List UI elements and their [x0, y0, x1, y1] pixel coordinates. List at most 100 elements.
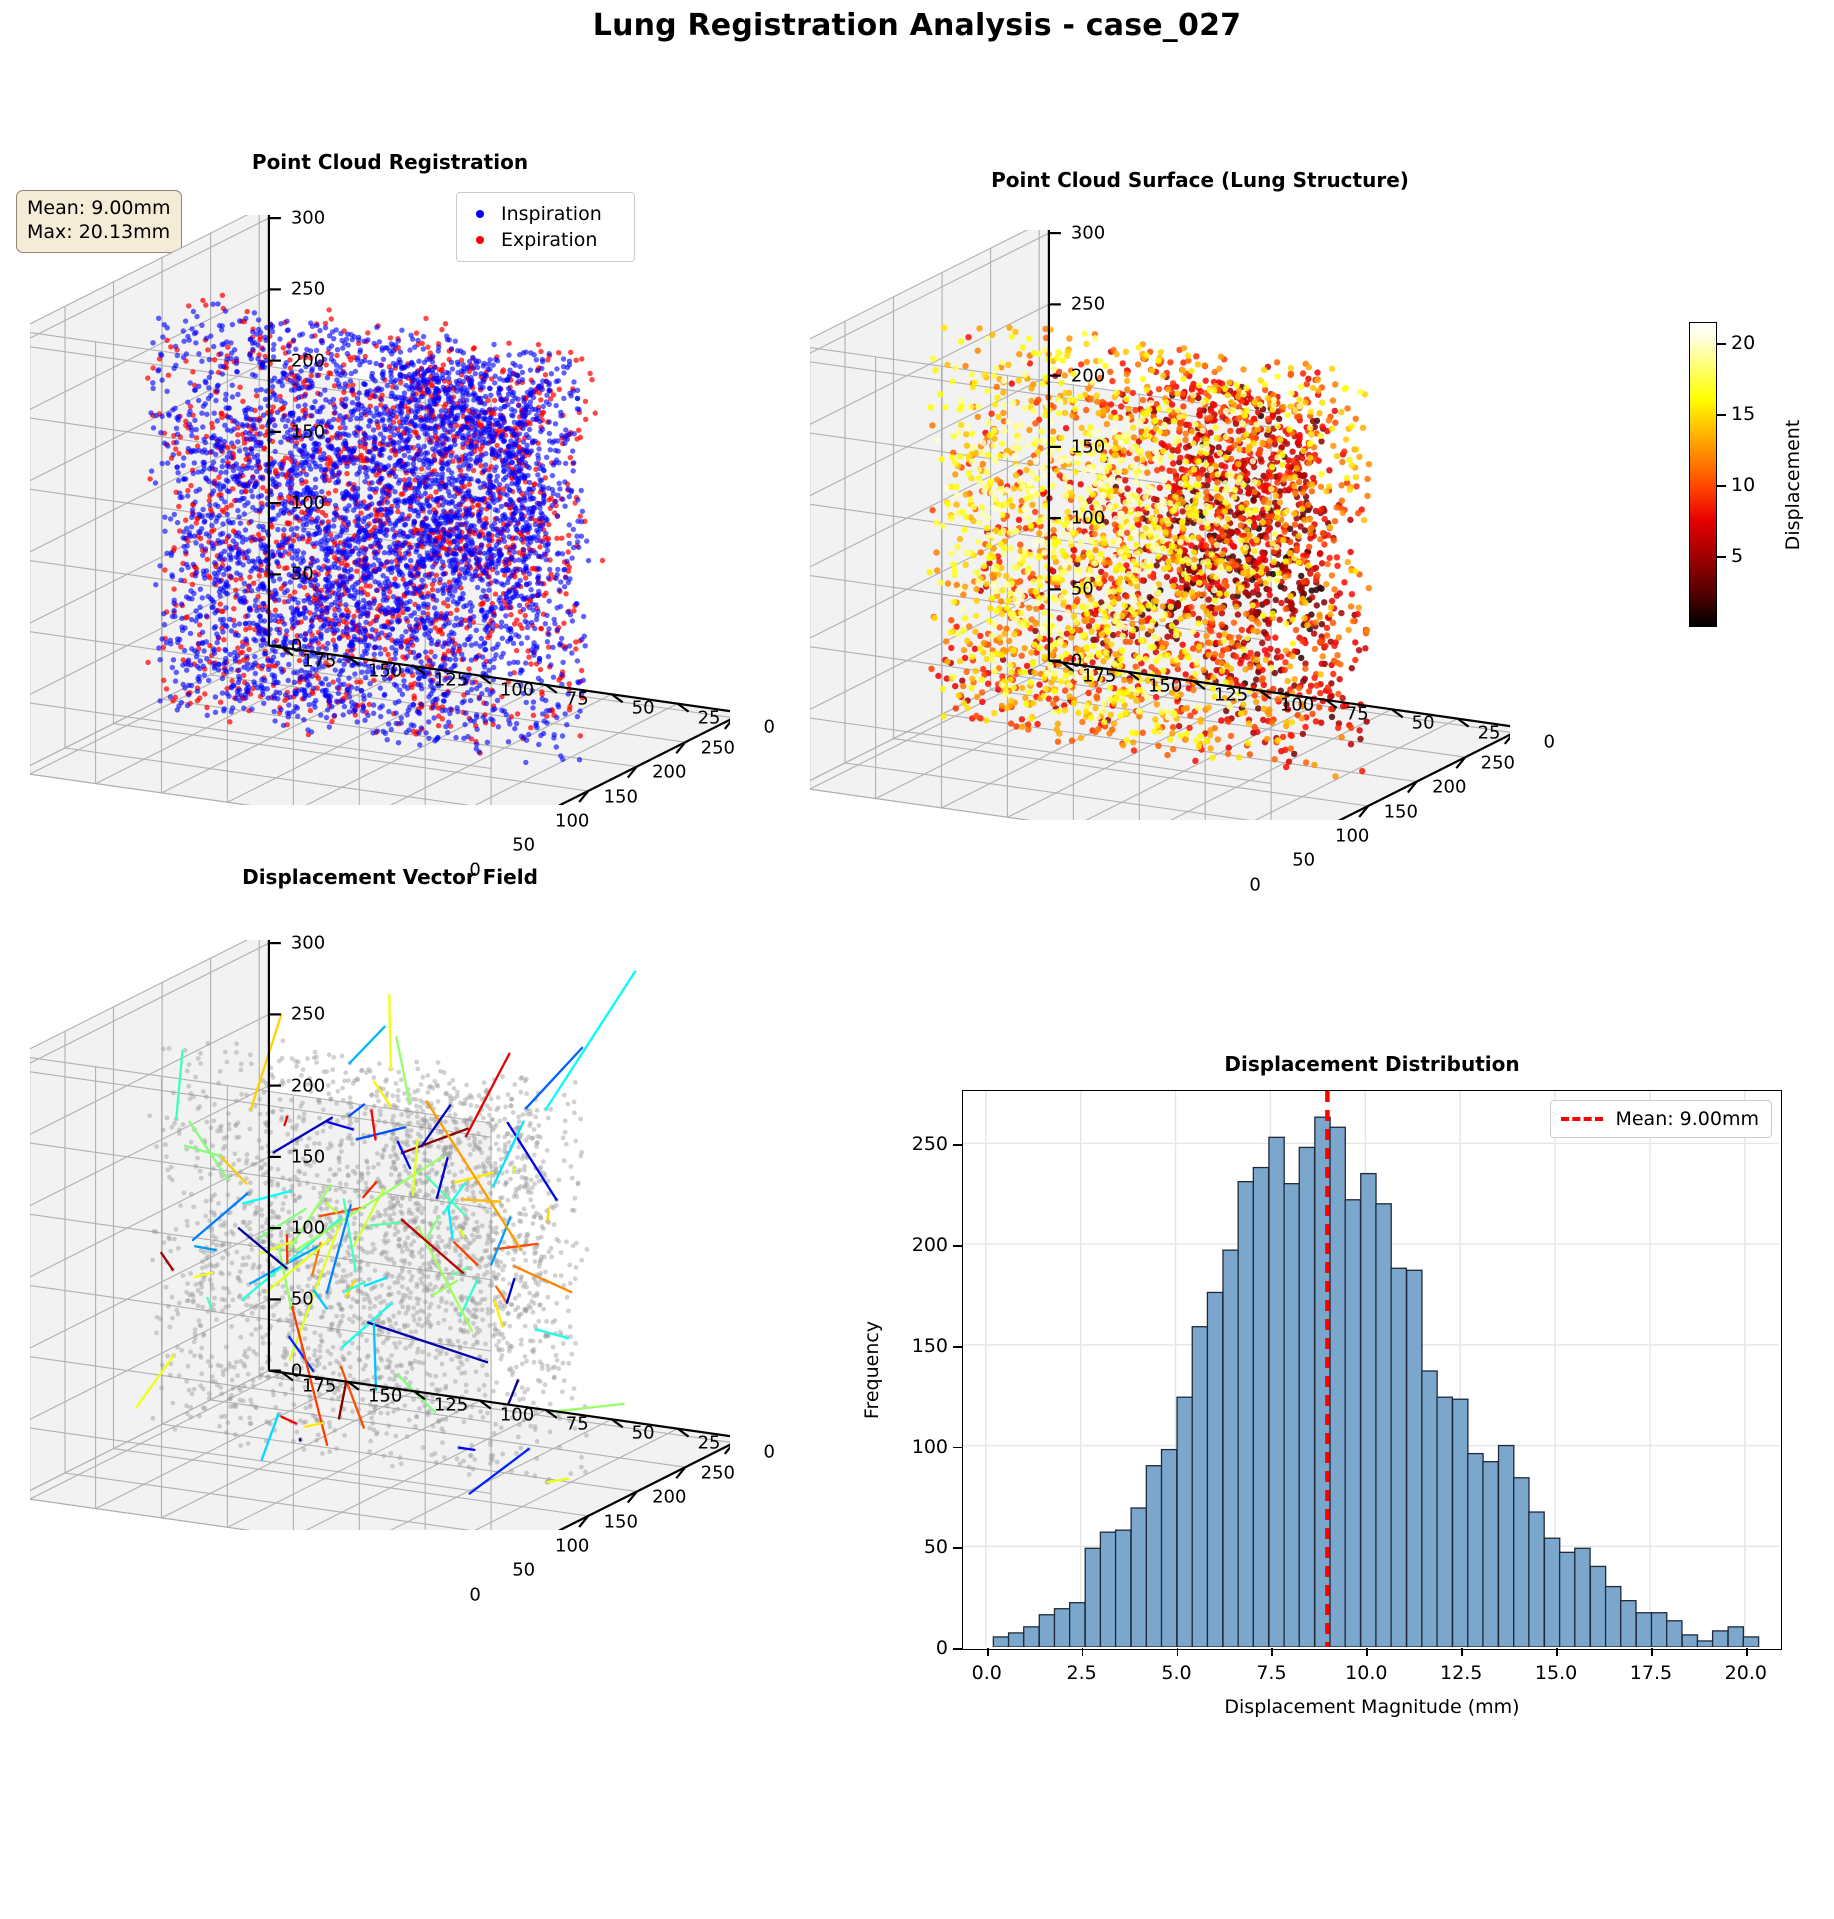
axis-tick-label: 0 — [1249, 874, 1261, 896]
axis-tick-label: 250 — [700, 1462, 735, 1484]
axis-tick-label: 25 — [1477, 722, 1501, 744]
stats-mean: Mean: 9.00mm — [27, 197, 171, 219]
axis-tick-label: 100 — [1070, 507, 1106, 529]
axis-tick-label: 175 — [1082, 665, 1117, 687]
axis-tick-label: 50 — [1070, 578, 1094, 600]
legend-item-inspiration: Inspiration — [465, 201, 624, 227]
colorbar-tick-mark — [1717, 414, 1726, 416]
histogram-y-tick-label: 50 — [923, 1536, 948, 1559]
histogram-y-tick-mark — [953, 1446, 962, 1449]
axis-tick-label: 0 — [290, 1360, 303, 1382]
axis-tick-label: 300 — [290, 207, 326, 229]
axis-tick-label: 50 — [631, 697, 655, 719]
axis-tick-label: 150 — [603, 786, 638, 808]
axis-tick-label: 50 — [1411, 712, 1435, 734]
panel-displacement-distribution: Displacement Distribution 0.0 2.5 5.0 7.5 10… — [861, 1052, 1782, 1718]
axis-tick-label: 200 — [290, 1075, 326, 1097]
histogram-x-tick-label: 20.0 — [1724, 1662, 1767, 1684]
axis-tick-label: 100 — [555, 1535, 590, 1557]
legend-label-mean: Mean: 9.00mm — [1615, 1108, 1759, 1130]
axis-tick-label: 0 — [1543, 731, 1555, 753]
colorbar-tick-label: 10 — [1731, 474, 1756, 497]
axis-tick-label: 50 — [290, 563, 314, 585]
axis-tick-label: 50 — [290, 1288, 314, 1310]
axis-tick-label: 250 — [290, 278, 326, 300]
axis-tick-label: 175 — [302, 650, 337, 672]
histogram-y-tick-mark — [953, 1648, 962, 1650]
histogram-x-tick-label: 17.5 — [1629, 1662, 1673, 1684]
colorbar-tick-label: 5 — [1731, 545, 1744, 568]
axis-tick-label: 200 — [290, 350, 326, 372]
axis-tick-label: 0 — [763, 716, 775, 738]
axis-tick-label: 50 — [631, 1422, 655, 1444]
axis-tick-label: 250 — [1480, 752, 1515, 774]
axes3d-canvas-surface — [810, 230, 1510, 820]
axes3d-canvas-vectorfield — [30, 940, 730, 1530]
panel-point-cloud-registration: Point Cloud Registration — [0, 150, 780, 980]
histogram-x-tick-label: 15.0 — [1534, 1662, 1578, 1684]
histogram-x-tick-label: 0.0 — [971, 1662, 1002, 1684]
histogram-x-tick-mark — [1176, 1648, 1179, 1656]
axis-tick-label: 75 — [1345, 703, 1369, 725]
axis-tick-label: 50 — [1292, 849, 1316, 871]
histogram-x-tick-label: 12.5 — [1440, 1662, 1483, 1684]
histogram-y-tick-label: 250 — [911, 1133, 948, 1156]
axis-tick-label: 25 — [697, 707, 721, 729]
histogram-x-tick-mark — [1556, 1648, 1558, 1656]
axes3d-point-cloud-surface: 0 50 100 150 200 250 0 25 50 75 100 125 150 175 0 50 100… — [810, 223, 1555, 895]
axes3d-vector-field: 0 50 100 150 200 250 0 25 50 75 100 125 150 175 0 50 100… — [30, 933, 775, 1605]
point-cloud-legend: Inspiration Expiration — [456, 192, 635, 262]
axis-tick-label: 250 — [700, 737, 735, 759]
histogram-y-tick-label: 0 — [935, 1637, 948, 1659]
histogram-x-tick-mark — [1650, 1648, 1653, 1656]
axis-tick-label: 150 — [1147, 675, 1183, 697]
axis-tick-label: 200 — [1432, 776, 1467, 798]
axis-tick-label: 100 — [555, 810, 590, 832]
axis-tick-label: 300 — [290, 932, 326, 954]
axis-tick-label: 75 — [565, 688, 589, 710]
histogram-y-tick-label: 200 — [911, 1234, 948, 1257]
axes3d-point-cloud-registration: 0 50 100 150 200 250 0 25 50 75 100 125 150 175 0 50 100… — [30, 208, 775, 880]
legend-item-expiration: Expiration — [465, 227, 624, 253]
histogram-x-tick-mark — [1081, 1648, 1084, 1656]
histogram-y-tick-mark — [953, 1345, 962, 1348]
figure-title: Lung Registration Analysis - case_027 — [592, 8, 1242, 43]
axis-tick-label: 250 — [1070, 293, 1106, 315]
axis-tick-label: 100 — [1335, 825, 1370, 847]
legend-marker-expiration-icon — [465, 236, 495, 244]
axis-tick-label: 250 — [290, 1003, 326, 1025]
axis-tick-label: 150 — [367, 1385, 403, 1407]
histogram-x-axis-label: Displacement Magnitude (mm) — [1224, 1696, 1520, 1718]
histogram-y-tick-mark — [953, 1245, 962, 1247]
axis-tick-label: 75 — [565, 1413, 589, 1435]
histogram-y-tick-mark — [953, 1144, 962, 1147]
legend-label-expiration: Expiration — [501, 229, 598, 251]
histogram-x-tick-label: 5.0 — [1161, 1662, 1192, 1684]
axis-tick-label: 50 — [512, 834, 536, 856]
histogram-y-tick-label: 100 — [911, 1435, 948, 1458]
colorbar: 5 10 15 20 Displacement — [1689, 322, 1804, 627]
panel-title-point-cloud-registration: Point Cloud Registration — [251, 150, 529, 174]
axis-tick-label: 0 — [290, 635, 303, 657]
panel-title-vector-field: Displacement Vector Field — [242, 865, 538, 889]
axis-tick-label: 150 — [603, 1511, 638, 1533]
histogram-plot-area — [962, 1090, 1782, 1650]
histogram-x-tick-mark — [1366, 1648, 1369, 1656]
axis-tick-label: 100 — [499, 1404, 535, 1426]
axis-tick-label: 0 — [469, 859, 481, 881]
panel-title-displacement-distribution: Displacement Distribution — [1224, 1052, 1520, 1076]
axis-tick-label: 100 — [1279, 694, 1315, 716]
colorbar-tick-mark — [1717, 343, 1726, 346]
legend-mean-line-icon — [1561, 1117, 1604, 1121]
axis-tick-label: 125 — [433, 1394, 469, 1416]
stats-box: Mean: 9.00mm Max: 20.13mm — [16, 190, 182, 253]
axis-tick-label: 125 — [1213, 684, 1249, 706]
axis-tick-label: 150 — [1070, 436, 1106, 458]
histogram-y-axis-label: Frequency — [861, 1320, 883, 1420]
axes3d-canvas-registration — [30, 215, 730, 805]
colorbar-axis-label: Displacement — [1782, 419, 1804, 551]
colorbar-tick-mark — [1717, 485, 1726, 487]
colorbar-tick-mark — [1717, 556, 1726, 558]
colorbar-gradient — [1689, 322, 1717, 627]
axis-tick-label: 200 — [652, 1486, 687, 1508]
